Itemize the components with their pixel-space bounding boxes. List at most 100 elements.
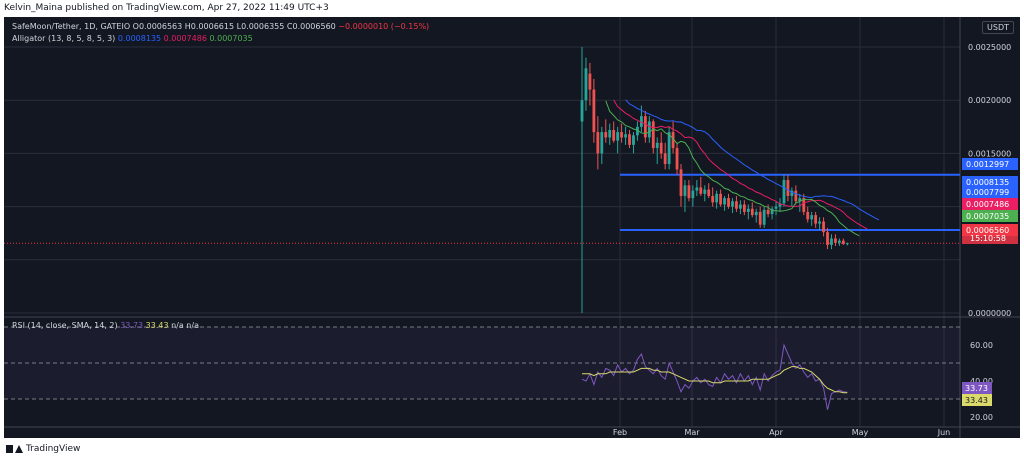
candle-body [731, 201, 734, 207]
candle-body [715, 193, 719, 203]
rsi-value: 33.73 [120, 321, 144, 330]
candle-body [643, 116, 647, 138]
candle-body [770, 208, 774, 215]
rsi-badge: 33.73 [962, 382, 992, 394]
price-tick-label: 0.0000000 [968, 309, 1011, 318]
candle-body [735, 201, 738, 209]
candle-body [841, 240, 845, 244]
candle-body [580, 100, 584, 122]
price-badge-label: 0.0007486 [966, 200, 1009, 209]
candle-body [786, 180, 790, 196]
candle-body [624, 134, 627, 138]
chart-canvas[interactable]: 0.0025000 0.0020000 0.0015000 0.0000000 0.00… [4, 17, 1020, 438]
horizontal-levels[interactable] [4, 173, 960, 244]
price-badge-label: 0.0006560 [966, 226, 1009, 235]
candle-body [596, 132, 600, 154]
candle-body [655, 142, 659, 149]
candle-body [620, 132, 623, 138]
candle-body [822, 221, 825, 233]
candle-body [762, 209, 766, 225]
chart-svg[interactable]: 0.0025000 0.0020000 0.0015000 0.0000000 0.00… [4, 17, 1020, 438]
candle-body [651, 121, 655, 149]
candle-body [691, 190, 695, 199]
close-label: C [286, 22, 293, 31]
footer: TradingView [6, 442, 80, 456]
price-badge-label: 0.0008135 [966, 178, 1009, 187]
price-badge: 0.0012997 [962, 158, 1018, 170]
candle-body [802, 198, 806, 212]
candle-body [600, 132, 604, 154]
currency-badge[interactable]: USDT [982, 21, 1014, 34]
high-value: 0.0006615 [190, 22, 235, 31]
candle-body [739, 204, 742, 209]
candle-body [612, 129, 616, 141]
rsi-legend: RSI (14, close, SMA, 14, 2) 33.73 33.43 … [12, 321, 199, 330]
alligator-lips-value: 0.0007035 [209, 34, 253, 43]
rsi-tick-label: 40.00 [970, 377, 993, 386]
candle-body [845, 243, 849, 245]
candle-body [838, 240, 841, 243]
candle-body [727, 198, 730, 207]
time-axis-label: Mar [684, 428, 700, 437]
candle-body [758, 211, 762, 225]
price-badge-label: 0.0007799 [966, 188, 1009, 197]
price-badge-bg [962, 186, 1018, 198]
candle-body [608, 129, 612, 138]
candle-body [647, 121, 651, 138]
candle-body [794, 190, 798, 202]
candle-body [750, 208, 754, 216]
candle-body [683, 185, 687, 196]
price-tick-label: 0.0025000 [968, 43, 1011, 52]
rsi-sma-line [582, 366, 848, 394]
rsi-line [581, 343, 848, 410]
candle-body [806, 211, 810, 220]
close-value: 0.0006560 [292, 22, 336, 31]
candle-body [723, 198, 726, 205]
price-tick-label: 0.0015000 [968, 149, 1011, 158]
candle-body [616, 132, 620, 141]
candle-body [774, 206, 778, 209]
candle-body [675, 148, 679, 170]
candle-body [766, 209, 770, 215]
candle-body [679, 169, 683, 196]
axes: 0.0025000 0.0020000 0.0015000 0.0000000 0.00… [613, 43, 1018, 437]
candle-body [810, 215, 814, 220]
time-axis-label: Apr [769, 428, 784, 437]
time-axis-label: May [852, 428, 869, 437]
rsi-badge-bg [962, 382, 992, 394]
time-axis-label: Feb [613, 428, 627, 437]
symbol-name: SafeMoon/Tether, 1D, GATEIO [12, 22, 131, 31]
open-label: O [132, 22, 139, 31]
grid-lines [4, 17, 1020, 438]
tradingview-logo-icon [6, 444, 23, 454]
rsi-label: RSI (14, close, SMA, 14, 2) [12, 321, 118, 330]
candle-body [632, 135, 635, 145]
rsi-badge-label: 33.73 [965, 384, 988, 393]
alligator-teeth-value: 0.0007486 [163, 34, 207, 43]
alligator-jaw-value: 0.0008135 [117, 34, 162, 43]
price-badge-bg [962, 158, 1018, 170]
alligator-lips-line [605, 100, 860, 237]
candle-body [830, 238, 833, 245]
candle-body [636, 126, 639, 136]
candle-body [707, 189, 711, 196]
price-badge-label: 0.0007035 [966, 212, 1009, 221]
candle-body [667, 132, 671, 165]
price-badge-bg [962, 198, 1018, 210]
publisher-line: Kelvin_Maina published on TradingView.co… [4, 3, 329, 13]
candle-body [584, 68, 588, 101]
alligator-lines [605, 99, 880, 237]
rsi-na: n/a n/a [171, 321, 199, 330]
candlestick-series [580, 47, 849, 313]
candle-body [588, 73, 592, 90]
candle-body [703, 189, 707, 194]
candle-body [659, 142, 663, 154]
candle-body [711, 195, 715, 203]
countdown-label: 15:10:58 [970, 234, 1006, 243]
candle-body [834, 238, 837, 243]
candle-body [742, 204, 746, 212]
candle-body [826, 232, 829, 245]
rsi-pane [4, 326, 960, 410]
price-badge-label: 0.0012997 [966, 160, 1009, 169]
